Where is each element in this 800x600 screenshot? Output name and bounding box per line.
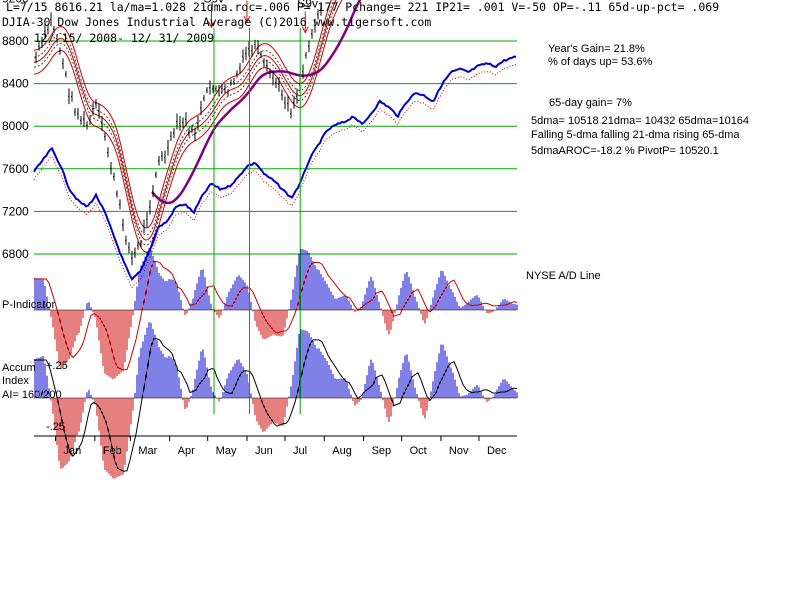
y-tick-label: 9200 [2,0,29,5]
month-label: Nov [449,445,469,457]
month-label: Feb [103,445,122,457]
signal-label: S9v [203,0,224,5]
ma-band-line [33,0,343,253]
gain-65: 65-day gain= 7% [549,97,632,109]
month-label: Jan [64,445,82,457]
aroc-text: 5dmaAROC=-18.2 % PivotP= 10520.1 [531,145,719,157]
trend-text: Falling 5-dma falling 21-dma rising 65-d… [531,129,740,141]
ma21-line [33,0,337,241]
osc-ma [34,337,518,472]
y-tick-label: 7600 [2,162,29,176]
price-bars [35,2,322,266]
y-tick-label: 8800 [2,34,29,48]
month-label: Jul [293,445,307,457]
signal-arrow-head [301,26,309,34]
price-axis-ticks: 6800720076008000840088009200960010000104… [2,0,29,261]
minus25-label: -.25 [46,421,65,433]
ma-bands [33,0,362,253]
p-indicator-panel [34,248,518,380]
signal-arrow-head [243,15,251,24]
month-label: Apr [178,445,195,457]
y-tick-label: 8000 [2,119,29,133]
header-line-3: 12/ 15/ 2008- 12/ 31/ 2009 [34,31,214,45]
plus25-label: +.25 [46,360,68,372]
days-up: % of days up= 53.6% [548,56,652,68]
y-tick-label: 7200 [2,204,29,218]
ma-band-line [33,0,332,229]
month-label: Dec [487,445,507,457]
accum-index-panel [34,322,518,479]
signal-markers: S9vS9vS9v [203,0,318,414]
y-tick-label: 8400 [2,77,29,91]
month-label: Sep [372,445,392,457]
header-line-2: DJIA-30 Dow Jones Industrial Average (C)… [2,15,431,29]
index-label: Index [2,375,29,387]
years-gain: Year's Gain= 21.8% [548,43,645,55]
ai-label: AI= 160/200 [2,389,62,401]
signal-arrow-head [208,21,215,29]
month-label: Oct [410,445,427,457]
nyse-ad-label: NYSE A/D Line [526,270,601,282]
p-indicator-label: P-Indicator [2,299,56,311]
dma-values: 5dma= 10518 21dma= 10432 65dma=10164 [531,115,749,127]
y-tick-label: 6800 [2,247,29,261]
month-label: Jun [255,445,273,457]
month-label: Mar [138,445,157,457]
accum-label: Accum [2,362,36,374]
month-label: Aug [332,445,352,457]
month-axis: Jan Feb Mar Apr May Jun Jul Aug Sep Oct Nov Dec [34,435,517,457]
osc-ma [34,260,518,371]
month-label: May [216,445,237,457]
header-line-1: L=7/15 8616.21 la/ma=1.028 21dma.roc=.00… [6,0,719,14]
ad-line-path [33,55,517,282]
signal-label: S9v [297,0,318,11]
ma65-line [151,0,362,205]
ad-line [33,55,517,289]
